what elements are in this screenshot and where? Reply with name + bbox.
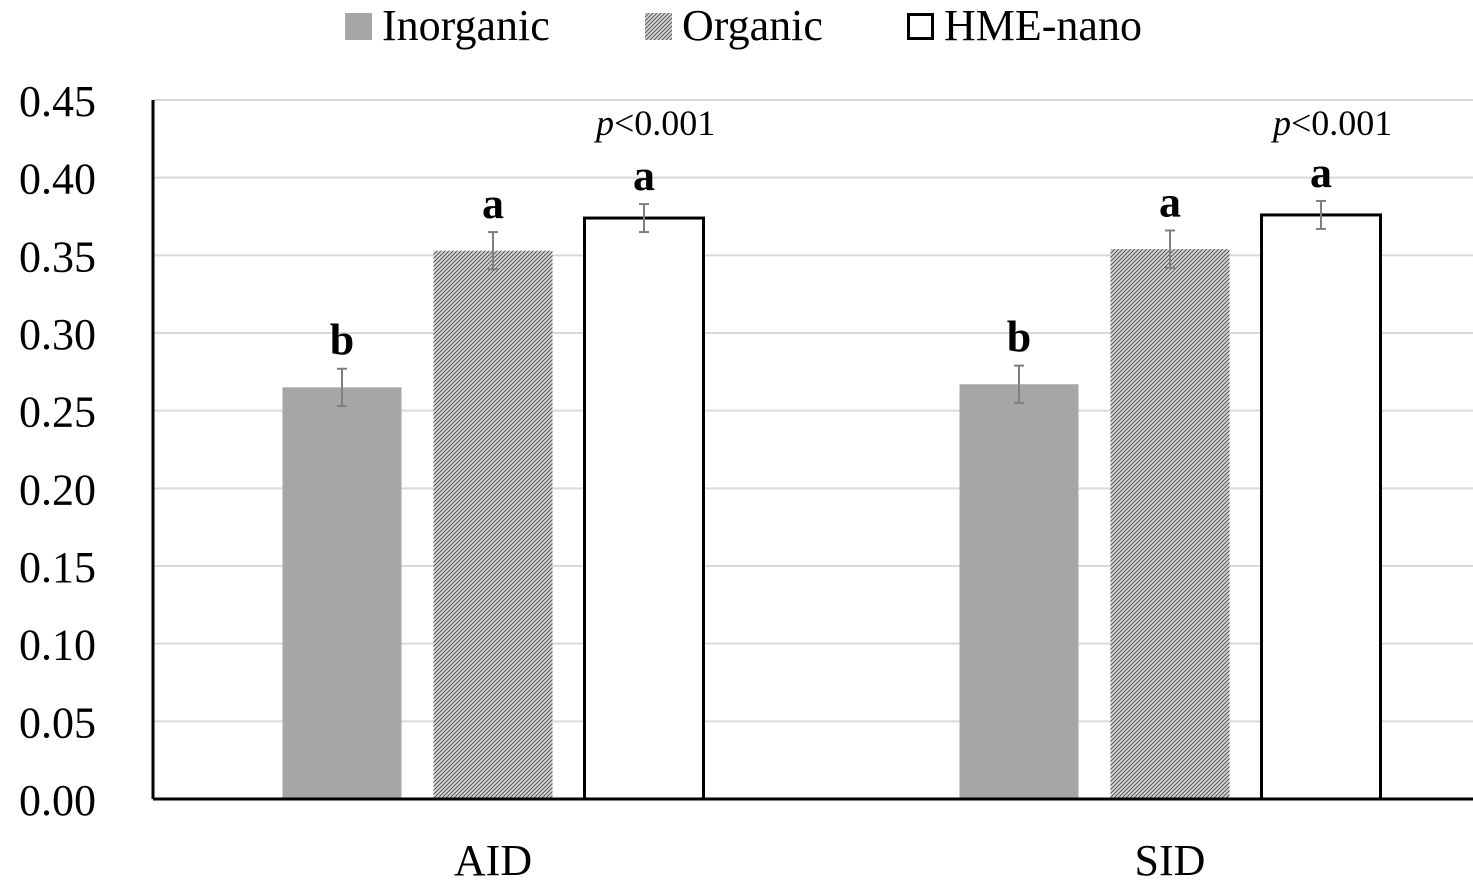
y-tick-label: 0.45 xyxy=(19,77,96,126)
labels: 0.00 0.05 0.10 0.15 0.20 0.25 0.30 0.35 0.40 0.45… xyxy=(19,77,1392,880)
p-value-annotation: p<0.001 xyxy=(1270,103,1392,143)
y-tick-label: 0.10 xyxy=(19,621,96,670)
y-tick-label: 0.30 xyxy=(19,310,96,359)
bar-inorganic-sid xyxy=(959,384,1079,799)
bar-hme-nano-sid xyxy=(1260,213,1382,801)
axes xyxy=(151,100,1473,801)
bar-hme-nano-aid xyxy=(583,216,705,801)
y-tick-label: 0.15 xyxy=(19,543,96,592)
y-tick-label: 0.20 xyxy=(19,465,96,514)
bar-organic-sid xyxy=(1110,249,1230,799)
bar-inorganic-aid xyxy=(282,387,402,799)
bars xyxy=(282,199,1382,801)
legend-item-inorganic: Inorganic xyxy=(345,2,550,50)
significance-letter: a xyxy=(633,151,655,200)
significance-letter: a xyxy=(1159,177,1181,226)
x-tick-label-aid: AID xyxy=(454,836,532,880)
significance-letter: b xyxy=(1007,313,1031,362)
legend-label-hme-nano: HME-nano xyxy=(944,1,1142,50)
y-tick-label: 0.05 xyxy=(19,698,96,747)
significance-letter: b xyxy=(330,316,354,365)
legend-swatch-organic xyxy=(645,12,672,40)
legend-label-inorganic: Inorganic xyxy=(382,1,550,50)
p-value-annotation: p<0.001 xyxy=(593,103,715,143)
y-tick-label: 0.00 xyxy=(19,776,96,825)
legend-swatch-inorganic xyxy=(345,12,372,40)
bar-organic-aid xyxy=(433,250,553,799)
legend-item-hme-nano: HME-nano xyxy=(907,2,1142,50)
legend-swatch-hme-nano xyxy=(907,12,934,40)
y-tick-label: 0.40 xyxy=(19,155,96,204)
legend-label-organic: Organic xyxy=(682,1,823,50)
legend-item-organic: Organic xyxy=(645,2,823,50)
y-tick-label: 0.35 xyxy=(19,232,96,281)
y-tick-label: 0.25 xyxy=(19,388,96,437)
significance-letter: a xyxy=(1310,148,1332,197)
significance-letter: a xyxy=(482,179,504,228)
x-tick-label-sid: SID xyxy=(1135,836,1206,880)
chart-legend: Inorganic Organic HME-nano xyxy=(0,0,1473,56)
